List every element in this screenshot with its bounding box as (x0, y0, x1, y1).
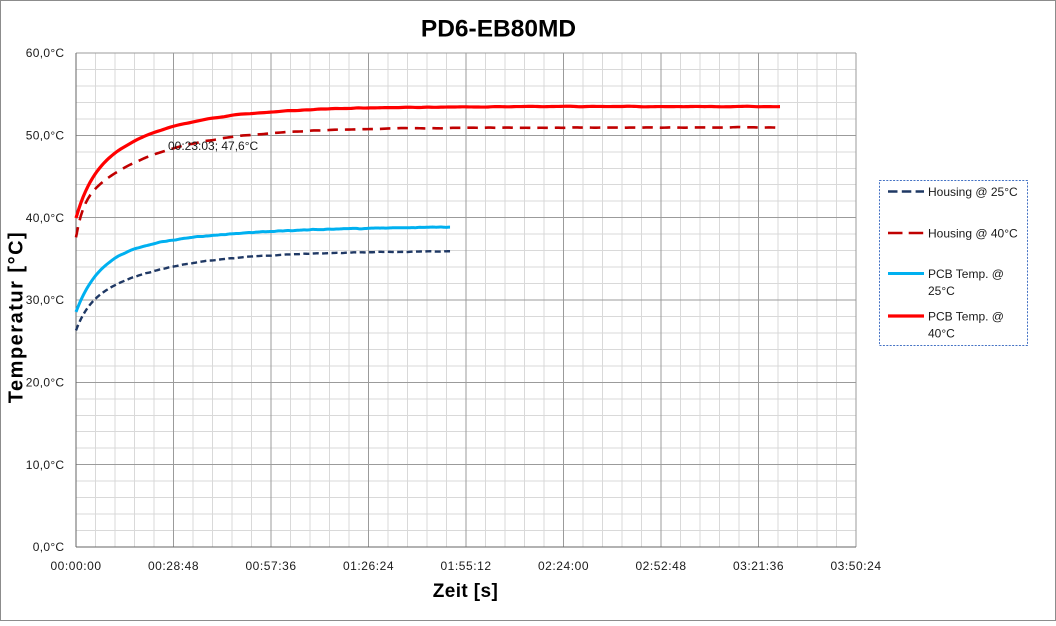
svg-text:00:28:48: 00:28:48 (148, 559, 199, 573)
svg-text:PD6-EB80MD: PD6-EB80MD (421, 16, 576, 43)
svg-text:Zeit [s]: Zeit [s] (433, 581, 498, 602)
svg-text:02:52:48: 02:52:48 (635, 559, 686, 573)
svg-text:Temperatur [°C]: Temperatur [°C] (6, 231, 28, 403)
svg-text:20,0°C: 20,0°C (26, 376, 65, 390)
svg-text:02:24:00: 02:24:00 (538, 559, 589, 573)
svg-text:30,0°C: 30,0°C (26, 293, 65, 307)
svg-text:Housing @ 40°C: Housing @ 40°C (928, 227, 1018, 241)
svg-text:40°C: 40°C (928, 327, 955, 341)
svg-text:PCB Temp. @: PCB Temp. @ (928, 267, 1004, 281)
svg-text:10,0°C: 10,0°C (26, 458, 65, 472)
svg-text:40,0°C: 40,0°C (26, 211, 65, 225)
svg-text:0,0°C: 0,0°C (33, 540, 65, 554)
svg-text:50,0°C: 50,0°C (26, 129, 65, 143)
svg-text:25°C: 25°C (928, 284, 955, 298)
svg-text:Housing @ 25°C: Housing @ 25°C (928, 185, 1018, 199)
svg-text:03:21:36: 03:21:36 (733, 559, 784, 573)
svg-text:PCB Temp. @: PCB Temp. @ (928, 310, 1004, 324)
svg-text:00:00:00: 00:00:00 (50, 559, 101, 573)
svg-text:01:55:12: 01:55:12 (440, 559, 491, 573)
svg-text:00:23:03; 47,6°C: 00:23:03; 47,6°C (168, 139, 259, 153)
svg-text:00:57:36: 00:57:36 (245, 559, 296, 573)
svg-text:60,0°C: 60,0°C (26, 46, 65, 60)
svg-text:01:26:24: 01:26:24 (343, 559, 394, 573)
svg-text:03:50:24: 03:50:24 (830, 559, 881, 573)
